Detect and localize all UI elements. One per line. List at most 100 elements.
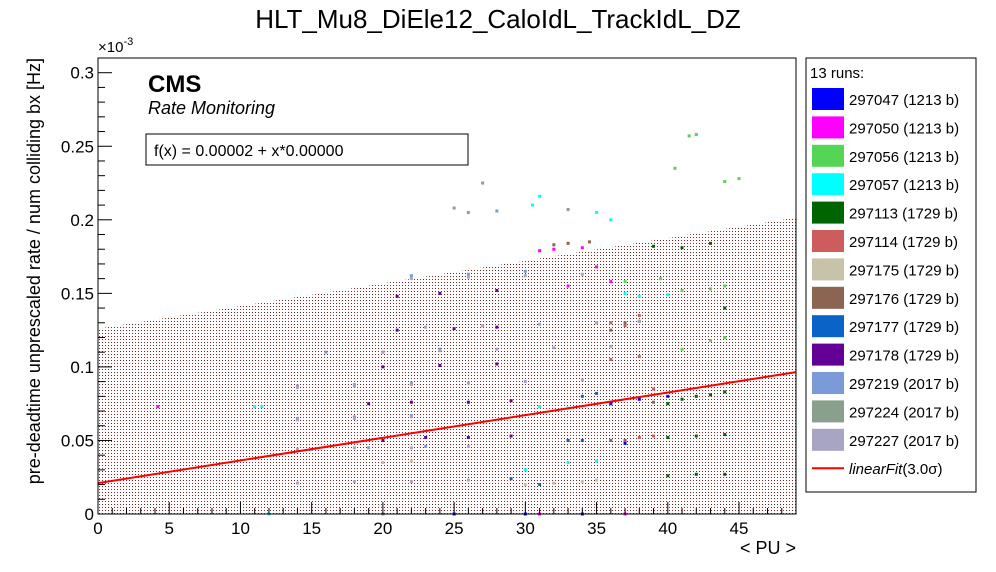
legend: 297047 (1213 b) 297050 (1213 b) 297056 (12… (812, 88, 959, 478)
x-tick-label-8: 40 (658, 519, 677, 538)
x-tick-label-2: 10 (231, 519, 250, 538)
point-2-10 (680, 347, 684, 351)
legend-swatch-12 (812, 428, 844, 451)
point-3-12 (666, 293, 670, 297)
point-9-9 (438, 363, 442, 367)
point-12-25 (580, 272, 584, 276)
point-12-29 (595, 321, 599, 325)
x-tick-label-3: 15 (302, 519, 321, 538)
legend-label-11: 297224 (2017 b) (849, 404, 959, 421)
point-9-0 (381, 438, 385, 442)
point-12-16 (580, 378, 584, 382)
point-4-8 (666, 474, 670, 478)
point-8-0 (580, 394, 584, 398)
x-tick-label-0: 0 (93, 519, 102, 538)
point-3-9 (595, 459, 599, 463)
point-9-5 (409, 400, 413, 404)
point-12-28 (538, 322, 542, 326)
point-5-1 (637, 436, 641, 440)
point-5-3 (609, 321, 613, 325)
x-tick-label-5: 25 (445, 519, 464, 538)
point-12-15 (523, 380, 527, 384)
point-9-7 (509, 399, 513, 403)
point-12-8 (295, 418, 299, 422)
legend-swatch-10 (812, 372, 844, 394)
point-2-3 (709, 287, 713, 291)
point-12-10 (409, 415, 413, 419)
fit-formula: f(x) = 0.00002 + x*0.00000 (154, 143, 344, 160)
point-10-13 (466, 272, 470, 276)
point-12-20 (552, 346, 556, 350)
legend-label-0: 297047 (1213 b) (849, 92, 959, 109)
y-tick-label-2: 0.1 (70, 358, 94, 377)
x-tick-label-7: 35 (587, 519, 606, 538)
point-2-11 (709, 338, 713, 342)
point-11-0 (452, 206, 456, 210)
point-9-13 (495, 325, 499, 329)
point-5-4 (623, 324, 627, 328)
point-4-4 (723, 390, 727, 394)
point-4-11 (652, 244, 656, 248)
y-axis: 0 0.05 0.1 0.15 0.2 0.25 0.3 (61, 57, 112, 524)
point-9-16 (495, 288, 499, 292)
legend-fit-label: linearFit(3.0σ) (849, 461, 942, 478)
point-2-6 (694, 132, 698, 136)
point-1-0 (156, 405, 160, 409)
point-2-5 (687, 134, 691, 138)
point-8-3 (580, 438, 584, 442)
point-2-0 (623, 280, 627, 284)
point-6-5 (409, 459, 413, 463)
point-6-3 (595, 478, 599, 482)
point-2-12 (723, 335, 727, 339)
point-12-19 (495, 347, 499, 351)
point-4-5 (666, 436, 670, 440)
point-12-13 (409, 383, 413, 387)
point-3-4 (530, 203, 534, 207)
point-12-11 (295, 385, 299, 389)
y-tick-label-5: 0.25 (61, 137, 94, 156)
legend-swatch-4 (812, 201, 844, 224)
y-axis-title: pre-deadtime unprescaled rate / num coll… (24, 58, 44, 484)
point-2-2 (680, 288, 684, 292)
y-tick-label-0: 0 (85, 505, 94, 524)
point-7-8 (652, 400, 656, 404)
point-5-6 (609, 358, 613, 362)
point-10-14 (523, 269, 527, 273)
legend-swatch-0 (812, 88, 844, 110)
fit-band (98, 217, 796, 514)
point-2-7 (673, 166, 677, 170)
legend-swatch-9 (812, 343, 844, 366)
point-6-0 (523, 483, 527, 487)
point-4-6 (694, 434, 698, 438)
point-4-12 (680, 246, 684, 250)
point-12-14 (466, 381, 470, 385)
y-tick-label-6: 0.3 (70, 64, 94, 83)
point-4-1 (680, 397, 684, 401)
point-12-23 (466, 275, 470, 279)
y-tick-label-3: 0.15 (61, 284, 94, 303)
plot-border (97, 57, 797, 515)
point-2-9 (737, 177, 741, 181)
point-8-1 (595, 391, 599, 395)
point-12-6 (409, 446, 413, 450)
point-4-14 (723, 306, 727, 310)
point-7-0 (552, 243, 556, 247)
rate-monitoring-label: Rate Monitoring (148, 98, 275, 118)
x-tick-label-6: 30 (516, 519, 535, 538)
point-9-8 (381, 365, 385, 369)
legend-label-9: 297178 (1729 b) (849, 348, 959, 365)
legend-swatch-8 (812, 315, 844, 338)
point-9-14 (395, 294, 399, 298)
legend-swatch-7 (812, 286, 844, 309)
legend-swatch-2 (812, 144, 844, 167)
point-11-2 (566, 208, 570, 212)
point-12-27 (481, 324, 485, 328)
point-12-22 (409, 277, 413, 281)
point-12-18 (438, 349, 442, 353)
point-1-4 (595, 265, 599, 269)
legend-swatch-3 (812, 173, 844, 196)
point-2-1 (659, 277, 663, 281)
point-1-5 (566, 284, 570, 288)
point-7-6 (609, 438, 613, 442)
point-4-3 (709, 393, 713, 397)
